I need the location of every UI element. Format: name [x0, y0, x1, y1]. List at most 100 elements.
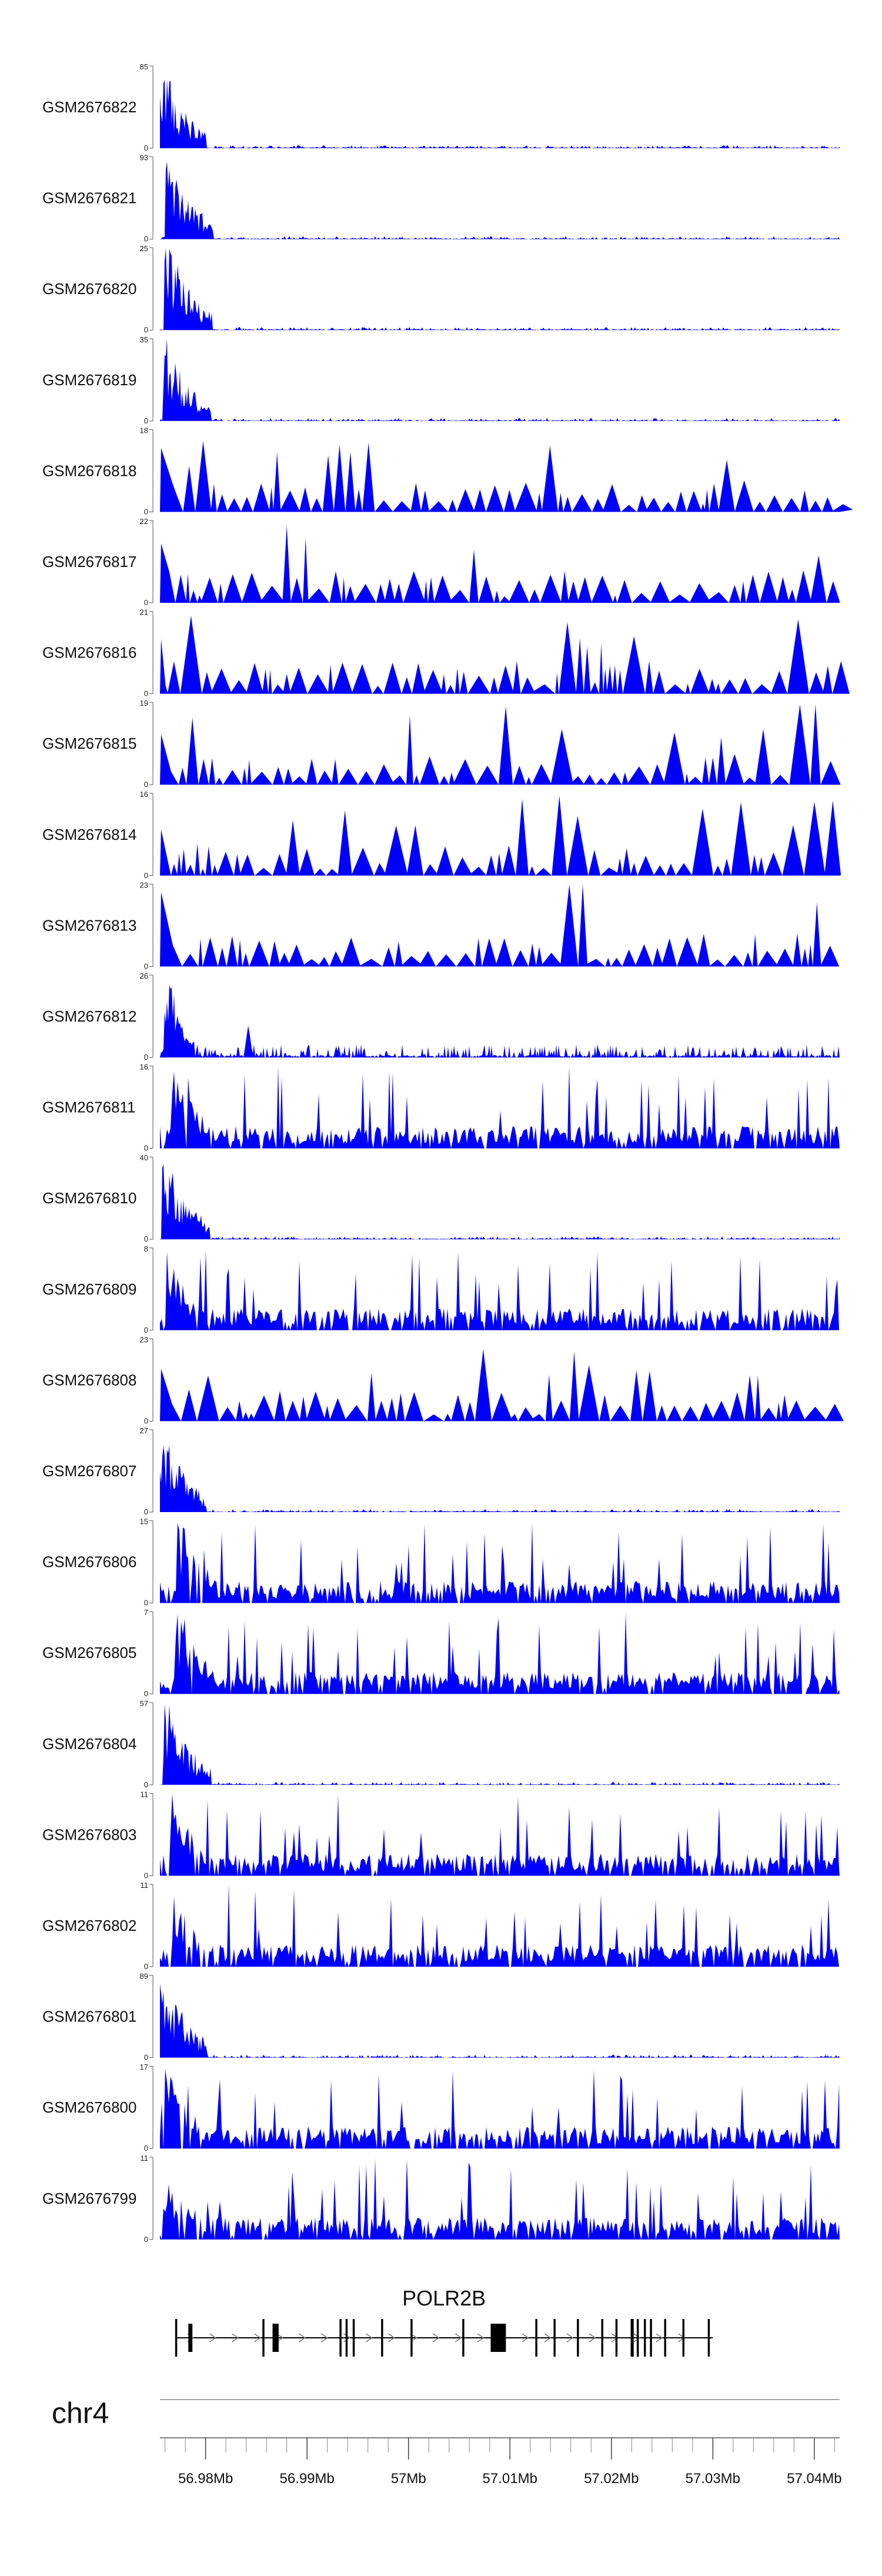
track-ymin-label: 0 [144, 780, 148, 789]
axis-tick-label: 57.01Mb [483, 2471, 537, 2487]
strand-arrow [432, 2333, 440, 2343]
track-ymin-label: 0 [144, 1507, 148, 1516]
track-label: GSM2676804 [42, 1735, 136, 1753]
strand-arrow [522, 2333, 529, 2343]
track-ymax-label: 85 [140, 62, 148, 71]
track-label: GSM2676810 [42, 1189, 136, 1207]
track-GSM2676818: GSM2676818 18 0 [42, 426, 853, 516]
track-ymin-label: 0 [144, 416, 148, 425]
track-label: GSM2676811 [42, 1099, 136, 1116]
track-label: GSM2676813 [42, 916, 136, 934]
strand-arrow [589, 2333, 596, 2343]
track-ymax-label: 35 [140, 335, 148, 344]
track-ymax-label: 8 [144, 1244, 148, 1253]
coverage-area [160, 1704, 840, 1785]
track-ymax-label: 17 [140, 2063, 148, 2071]
track-label: GSM2676803 [42, 1826, 136, 1843]
track-ymax-label: 40 [140, 1153, 148, 1162]
track-label: GSM2676801 [42, 2008, 136, 2026]
track-ymax-label: 57 [140, 1699, 148, 1708]
coverage-area [160, 1983, 840, 2058]
gene-exon [553, 2319, 556, 2357]
track-GSM2676808: GSM2676808 23 0 [42, 1335, 844, 1425]
coverage-area [160, 985, 840, 1057]
track-ymax-label: 21 [140, 608, 148, 617]
gene-exon [630, 2319, 634, 2357]
track-ymin-label: 0 [144, 235, 148, 243]
track-ymax-label: 23 [140, 1335, 148, 1344]
gene-exon [682, 2319, 685, 2357]
gene-exon [175, 2319, 178, 2357]
track-GSM2676802: GSM2676802 11 0 [42, 1881, 840, 1971]
track-label: GSM2676821 [42, 189, 136, 207]
track-ymin-label: 0 [144, 1234, 148, 1243]
strand-arrow [254, 2333, 261, 2343]
track-label: GSM2676800 [42, 2098, 136, 2116]
strand-arrow [299, 2333, 306, 2343]
track-label: GSM2676816 [42, 644, 136, 662]
strand-arrow [544, 2333, 552, 2343]
track-ymax-label: 27 [140, 1426, 148, 1435]
coverage-tracks: GSM2676822850GSM2676821930GSM2676820250G… [42, 62, 853, 2244]
coverage-area [160, 1612, 840, 1694]
track-label: GSM2676809 [42, 1280, 136, 1298]
track-GSM2676820: GSM2676820 25 0 [42, 244, 840, 334]
coverage-area [160, 79, 840, 148]
track-GSM2676819: GSM2676819 35 0 [42, 335, 840, 425]
gene-exon [601, 2319, 603, 2357]
track-ymax-label: 16 [140, 790, 148, 799]
gene-exon [339, 2319, 342, 2357]
coverage-area [160, 1250, 840, 1330]
track-GSM2676822: GSM2676822 85 0 [42, 62, 840, 152]
track-GSM2676817: GSM2676817 22 0 [42, 517, 840, 607]
track-ymin-label: 0 [144, 1962, 148, 1971]
coverage-area [160, 1884, 840, 1967]
coverage-area [160, 1793, 840, 1876]
track-ymin-label: 0 [144, 1780, 148, 1789]
gene-track: POLR2B [175, 2286, 713, 2357]
track-label: GSM2676814 [42, 826, 136, 843]
track-ymin-label: 0 [144, 2144, 148, 2153]
axis-tick-label: 56.98Mb [178, 2471, 233, 2487]
track-ymin-label: 0 [144, 1416, 148, 1425]
track-label: GSM2676818 [42, 462, 136, 479]
track-GSM2676811: GSM2676811 16 0 [42, 1063, 840, 1153]
coverage-area [160, 161, 840, 239]
track-ymin-label: 0 [144, 1871, 148, 1880]
track-label: GSM2676822 [42, 98, 136, 116]
track-GSM2676815: GSM2676815 19 0 [42, 699, 841, 789]
track-ymax-label: 93 [140, 154, 148, 162]
gene-label: POLR2B [402, 2286, 486, 2310]
chromosome-label: chr4 [52, 2397, 109, 2430]
gene-exon [462, 2319, 465, 2357]
track-ymax-label: 19 [140, 699, 148, 708]
coverage-area [160, 339, 840, 421]
axis-tick-label: 57Mb [391, 2471, 426, 2487]
gene-exon [644, 2319, 646, 2357]
coverage-area [160, 2158, 840, 2240]
gene-exon [188, 2324, 193, 2352]
track-ymin-label: 0 [144, 598, 148, 607]
strand-arrow [276, 2333, 283, 2343]
track-ymax-label: 18 [140, 426, 148, 435]
track-label: GSM2676802 [42, 1917, 136, 1934]
gene-exon [664, 2319, 666, 2357]
gene-exon [650, 2319, 652, 2357]
track-ymax-label: 25 [140, 244, 148, 253]
track-ymax-label: 22 [140, 517, 148, 526]
track-GSM2676821: GSM2676821 93 0 [42, 154, 840, 243]
track-ymax-label: 16 [140, 1063, 148, 1072]
track-ymax-label: 11 [141, 1790, 149, 1798]
axis-tick-label: 57.02Mb [584, 2471, 639, 2487]
track-ymin-label: 0 [144, 325, 148, 334]
track-GSM2676805: GSM2676805 7 0 [42, 1608, 840, 1698]
track-GSM2676806: GSM2676806 15 0 [42, 1517, 840, 1607]
track-ymin-label: 0 [144, 507, 148, 516]
track-GSM2676803: GSM2676803 11 0 [42, 1790, 840, 1880]
strand-arrow [566, 2333, 574, 2343]
track-ymax-label: 11 [141, 2154, 149, 2163]
track-label: GSM2676806 [42, 1553, 136, 1571]
track-label: GSM2676817 [42, 553, 136, 570]
gene-exon [500, 2324, 506, 2352]
